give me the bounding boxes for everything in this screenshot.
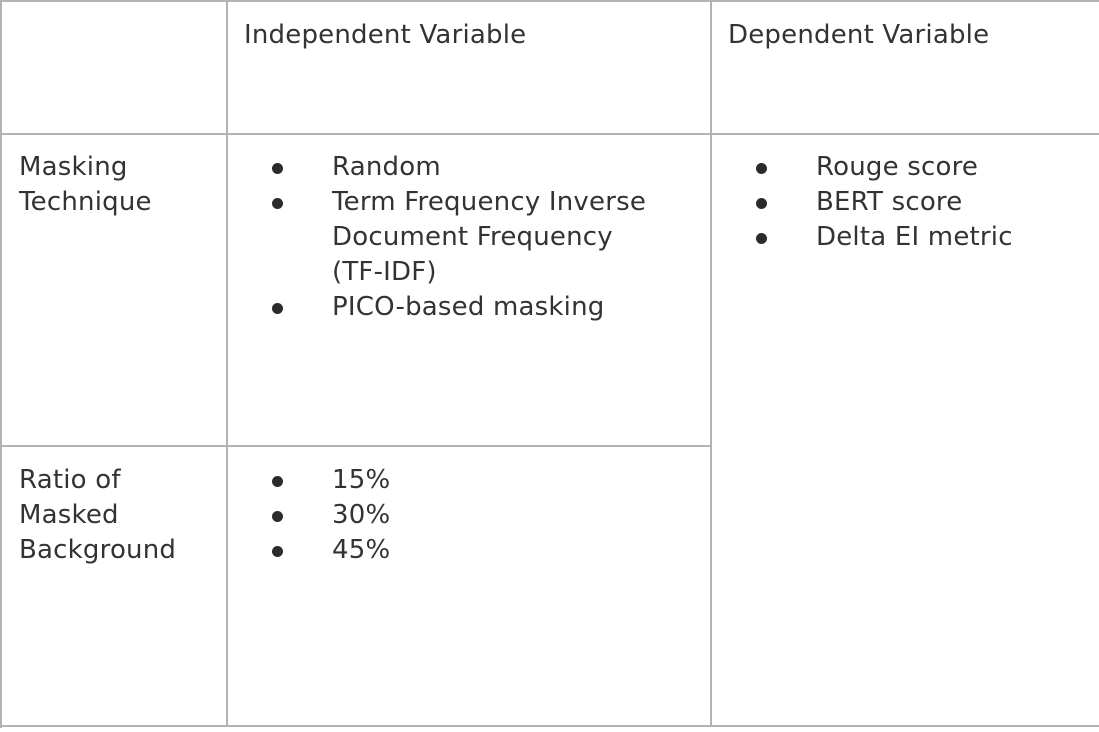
row-label-line: Masked — [19, 500, 119, 530]
list-item: BERT score — [756, 185, 1013, 220]
bullet-icon — [272, 476, 283, 487]
table-border-top — [0, 0, 1099, 2]
masking-technique-values: Random Term Frequency Inverse Document F… — [272, 150, 646, 325]
list-item-text: Random — [332, 152, 441, 182]
masking-technique-list: Random Term Frequency Inverse Document F… — [272, 150, 646, 325]
row-label-line: Masking — [19, 152, 128, 182]
list-item-text: 15% — [332, 465, 391, 495]
list-item: Random — [272, 150, 646, 185]
bullet-icon — [756, 233, 767, 244]
row-label-line: Ratio of — [19, 465, 121, 495]
list-item-text: (TF-IDF) — [332, 257, 437, 287]
bullet-icon — [756, 198, 767, 209]
list-item: Term Frequency Inverse Document Frequenc… — [272, 185, 646, 290]
column-divider-1 — [226, 0, 228, 727]
header-independent-label: Independent Variable — [244, 20, 527, 50]
ratio-values: 15% 30% 45% — [272, 463, 390, 568]
row-label-line: Background — [19, 535, 177, 565]
list-item: 45% — [272, 533, 390, 568]
bullet-icon — [272, 511, 283, 522]
bullet-icon — [272, 163, 283, 174]
list-item: Delta EI metric — [756, 220, 1013, 255]
header-dependent-label: Dependent Variable — [728, 20, 990, 50]
list-item-text: BERT score — [816, 187, 963, 217]
row-label-line: Technique — [19, 187, 152, 217]
list-item: 30% — [272, 498, 390, 533]
header-independent-cell: Independent Variable — [244, 18, 526, 53]
row-label-masking-technique: Masking Technique — [19, 150, 152, 220]
dependent-list: Rouge score BERT score Delta EI metric — [756, 150, 1013, 255]
list-item-text: Rouge score — [816, 152, 979, 182]
row-divider — [0, 445, 711, 447]
table-border-left — [0, 0, 2, 728]
list-item-text: Term Frequency Inverse — [332, 187, 647, 217]
column-divider-2 — [710, 0, 712, 727]
list-item: 15% — [272, 463, 390, 498]
table-border-bottom — [0, 725, 1099, 727]
header-dependent-cell: Dependent Variable — [728, 18, 989, 53]
list-item-text: Delta EI metric — [816, 222, 1013, 252]
dependent-values: Rouge score BERT score Delta EI metric — [756, 150, 1013, 255]
list-item-text: Document Frequency — [332, 222, 613, 252]
bullet-icon — [272, 303, 283, 314]
bullet-icon — [756, 163, 767, 174]
bullet-icon — [272, 546, 283, 557]
list-item: PICO-based masking — [272, 290, 646, 325]
list-item-text: 45% — [332, 535, 391, 565]
list-item-text: PICO-based masking — [332, 292, 605, 322]
list-item-text: 30% — [332, 500, 391, 530]
bullet-icon — [272, 198, 283, 209]
ratio-list: 15% 30% 45% — [272, 463, 390, 568]
list-item: Rouge score — [756, 150, 1013, 185]
row-label-ratio-masked-background: Ratio of Masked Background — [19, 463, 176, 568]
header-row-divider — [0, 133, 1099, 135]
